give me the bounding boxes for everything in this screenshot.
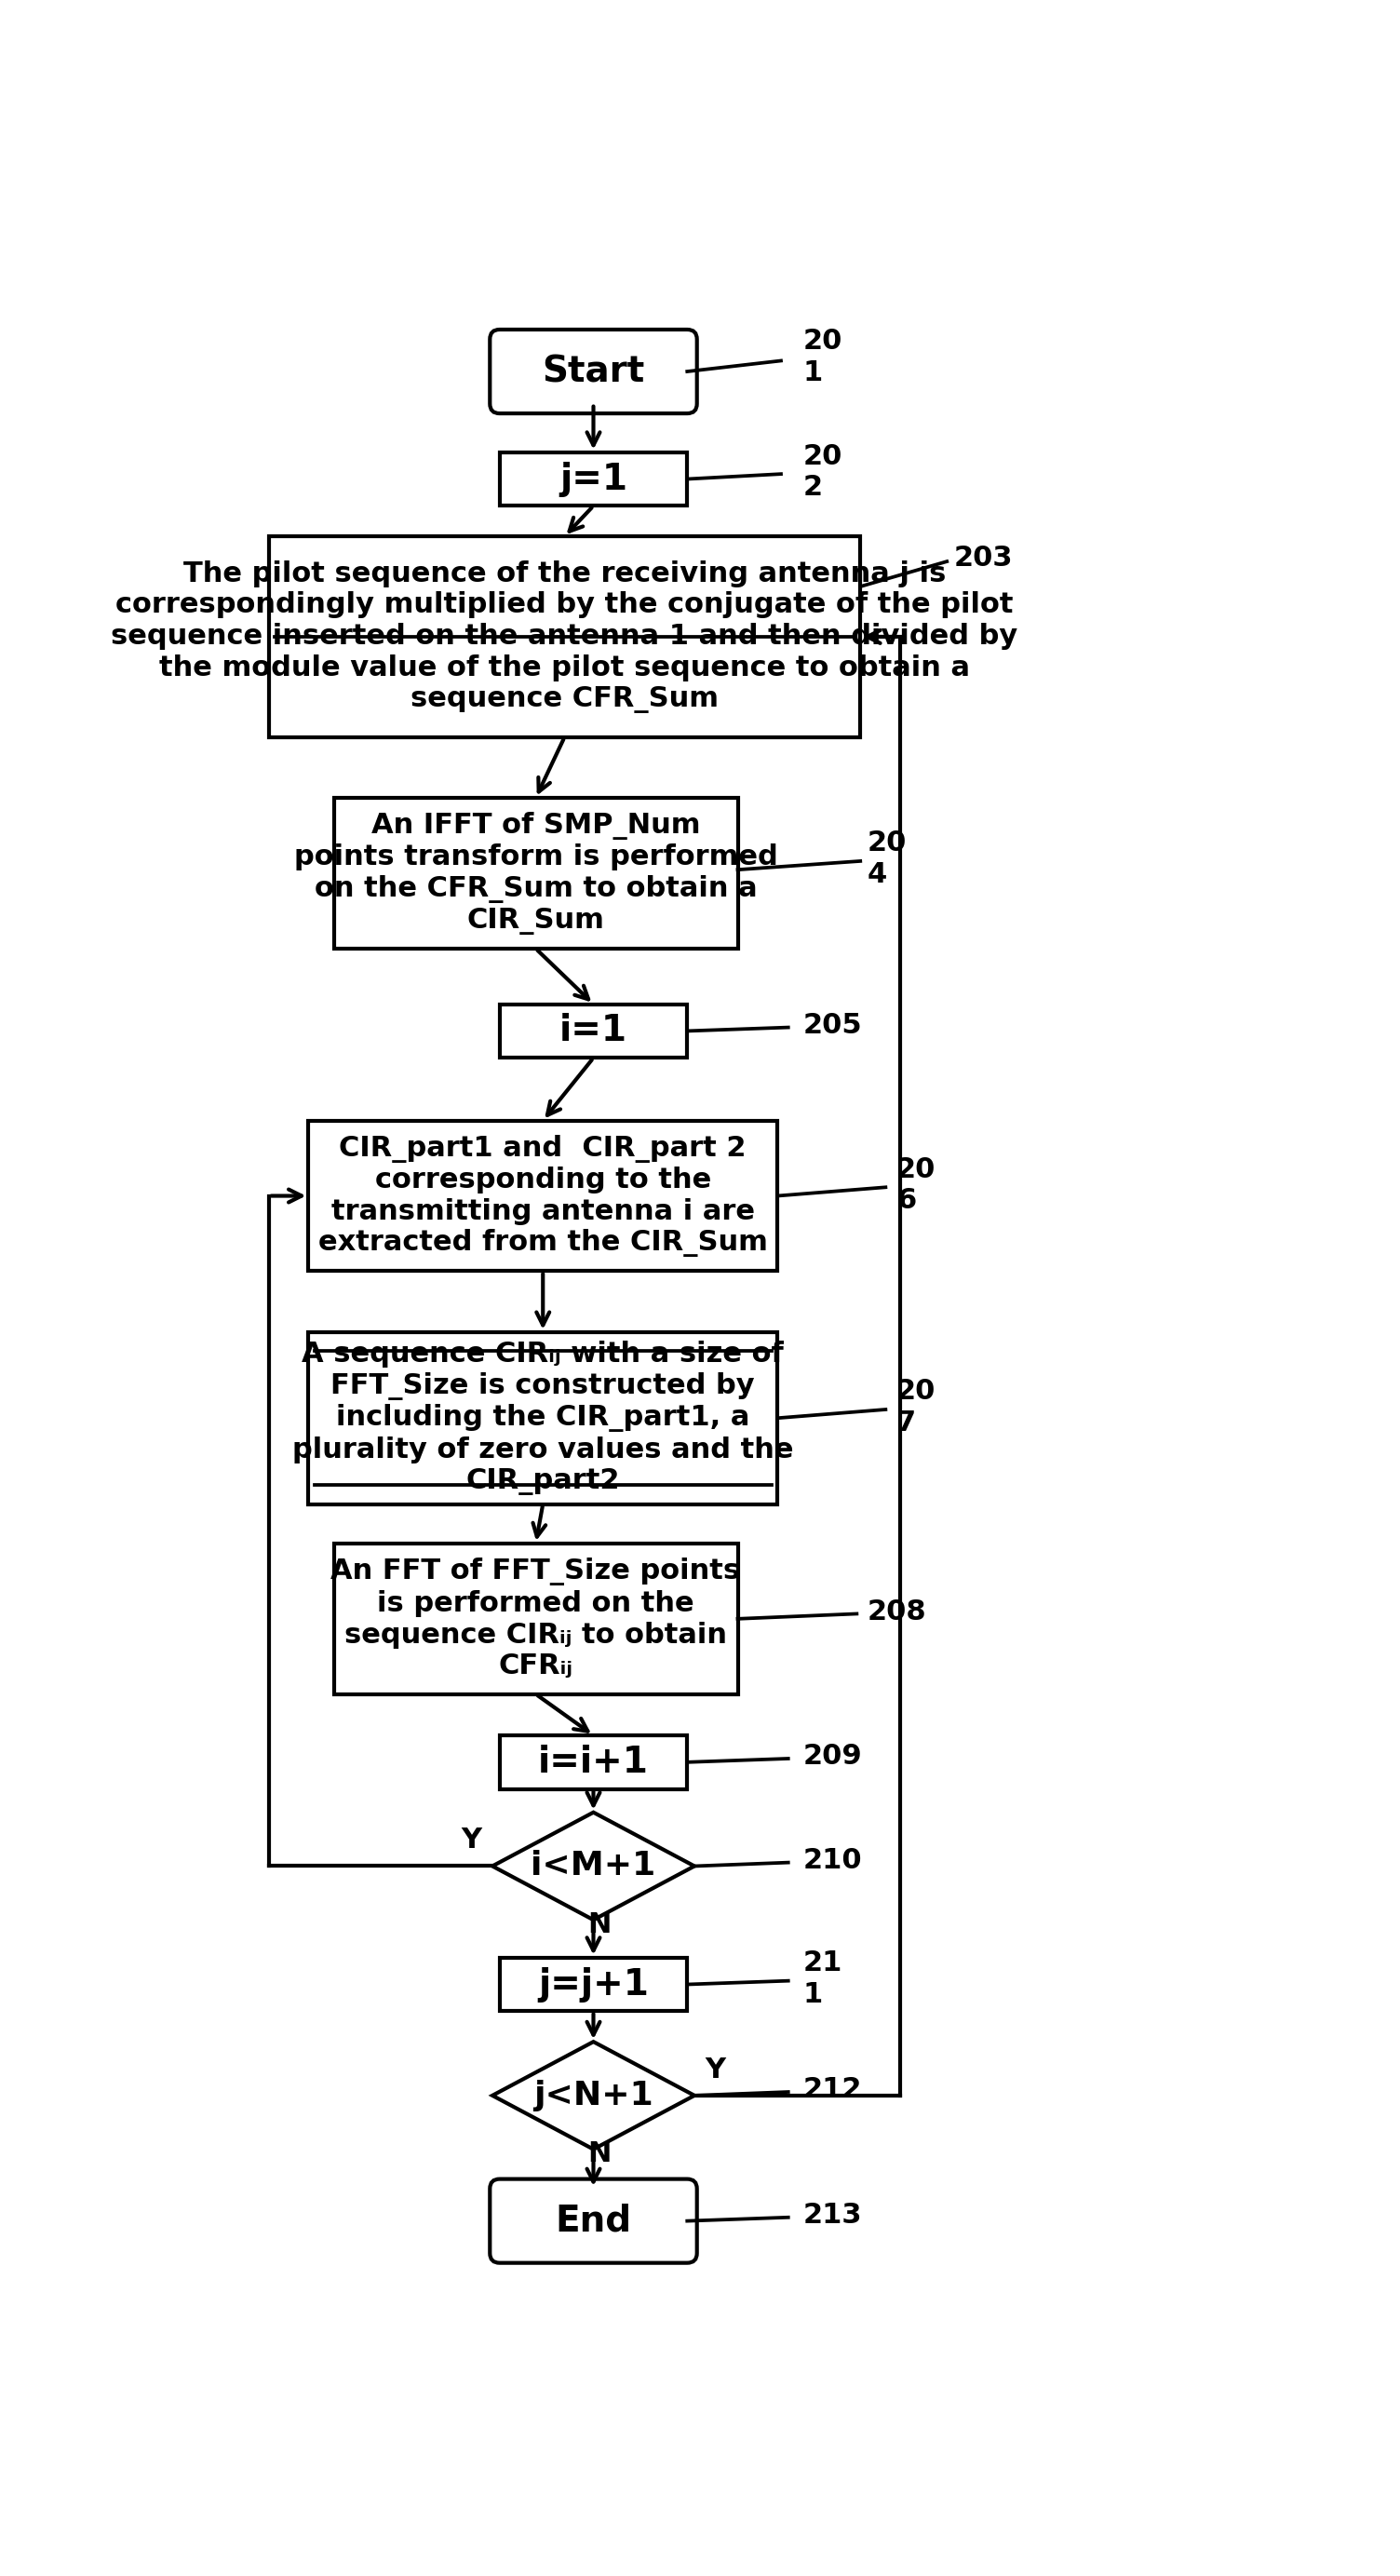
Text: i<M+1: i<M+1 <box>531 1850 657 1883</box>
Text: N: N <box>588 2141 610 2169</box>
Text: j<N+1: j<N+1 <box>533 2079 654 2112</box>
Text: N: N <box>588 1911 610 1937</box>
Text: Y: Y <box>706 2056 725 2084</box>
Text: 21
1: 21 1 <box>802 1950 841 2007</box>
Polygon shape <box>493 2043 694 2148</box>
Text: 20
2: 20 2 <box>802 443 841 500</box>
Text: 20
6: 20 6 <box>896 1157 935 1213</box>
Bar <box>333 799 738 948</box>
Bar <box>308 1121 777 1270</box>
Text: 208: 208 <box>868 1597 927 1625</box>
Bar <box>500 1958 687 2012</box>
Text: 212: 212 <box>802 2076 862 2102</box>
Text: The pilot sequence of the receiving antenna j is
correspondingly multiplied by t: The pilot sequence of the receiving ante… <box>111 559 1018 714</box>
Text: Y: Y <box>461 1826 482 1855</box>
Text: j=1: j=1 <box>560 461 627 497</box>
Text: 213: 213 <box>802 2202 862 2228</box>
Text: 205: 205 <box>802 1012 862 1038</box>
Text: 20
4: 20 4 <box>868 829 907 889</box>
Text: End: End <box>556 2202 631 2239</box>
FancyBboxPatch shape <box>490 330 697 412</box>
Text: 209: 209 <box>802 1744 862 1770</box>
Text: i=1: i=1 <box>560 1012 627 1048</box>
Text: Start: Start <box>542 353 645 389</box>
Text: j=j+1: j=j+1 <box>538 1965 648 2002</box>
Bar <box>269 536 861 737</box>
Bar <box>500 453 687 505</box>
Bar <box>500 1736 687 1790</box>
Text: 20
7: 20 7 <box>896 1378 935 1437</box>
Text: 203: 203 <box>955 544 1014 572</box>
Text: 20
1: 20 1 <box>802 327 841 386</box>
Text: A sequence CIRᵢⱼ with a size of
FFT_Size is constructed by
including the CIR_par: A sequence CIRᵢⱼ with a size of FFT_Size… <box>293 1340 794 1497</box>
Text: 210: 210 <box>802 1847 862 1873</box>
Text: CIR_part1 and  CIR_part 2
corresponding to the
transmitting antenna i are
extrac: CIR_part1 and CIR_part 2 corresponding t… <box>318 1133 767 1257</box>
FancyBboxPatch shape <box>490 2179 697 2262</box>
Bar <box>308 1332 777 1504</box>
Bar <box>500 1005 687 1059</box>
Text: i=i+1: i=i+1 <box>538 1744 648 1780</box>
Text: An IFFT of SMP_Num
points transform is performed
on the CFR_Sum to obtain a
CIR_: An IFFT of SMP_Num points transform is p… <box>294 811 777 935</box>
Text: An FFT of FFT_Size points
is performed on the
sequence CIRᵢⱼ to obtain
CFRᵢⱼ: An FFT of FFT_Size points is performed o… <box>330 1558 741 1680</box>
Bar <box>333 1543 738 1695</box>
Polygon shape <box>493 1814 694 1919</box>
